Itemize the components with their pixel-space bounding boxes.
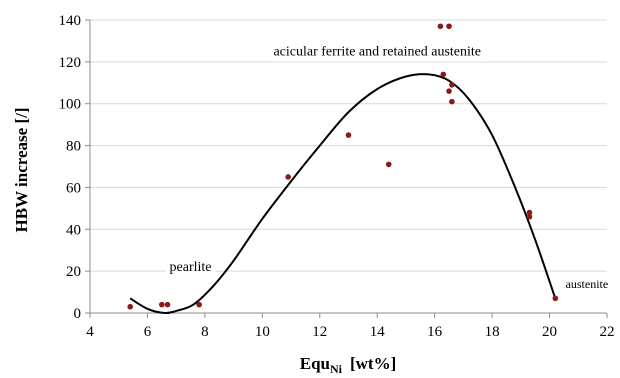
x-tick-label: 6: [144, 324, 152, 340]
data-point: [449, 82, 455, 88]
x-tick-label: 18: [485, 324, 500, 340]
annotations: acicular ferrite and retained austenite p…: [165, 42, 613, 293]
data-point: [526, 213, 533, 220]
annotation-background: [165, 258, 216, 278]
x-tick-label: 12: [312, 324, 327, 340]
x-tick-label: 16: [427, 324, 443, 340]
y-tick-labels: 0 20 40 60 80 100 120 140: [59, 13, 82, 322]
y-tick-label: 100: [59, 97, 82, 113]
x-tick-label: 8: [201, 324, 209, 340]
annotation-label: pearlite: [170, 260, 212, 275]
data-point: [526, 209, 533, 216]
data-point: [446, 88, 452, 94]
x-tick-label: 4: [86, 324, 94, 340]
annotation-background: [269, 42, 485, 62]
annotation-label: acicular ferrite and retained austenite: [273, 45, 481, 60]
data-point: [285, 174, 291, 180]
data-point: [385, 161, 392, 168]
x-axis-title-unit: [wt%]: [350, 354, 396, 373]
data-point: [446, 23, 452, 30]
trend-curve-layer: [129, 73, 557, 315]
axes: [85, 19, 608, 318]
data-point: [437, 23, 444, 30]
y-tick-label: 40: [66, 222, 81, 238]
x-axis-title: EquNi [wt%]: [300, 354, 397, 376]
data-point: [449, 98, 455, 105]
y-axis-title: HBW increase [/]: [12, 108, 31, 233]
x-tick-labels: 4 6 8 10 12 14 16 18 20 22: [86, 324, 614, 340]
trend-curve: [129, 73, 557, 315]
x-tick-label: 10: [255, 324, 270, 340]
data-point: [440, 71, 447, 78]
annotation-background: [561, 274, 613, 293]
annotation-label: austenite: [566, 277, 609, 291]
data-points: [127, 23, 559, 310]
x-axis-title-main: Equ: [300, 354, 330, 373]
y-tick-label: 140: [59, 13, 82, 29]
x-tick-label: 20: [542, 324, 557, 340]
data-point: [159, 301, 165, 308]
data-point: [345, 132, 352, 138]
y-tick-label: 20: [66, 264, 81, 280]
x-tick-label: 14: [370, 324, 386, 340]
data-point: [196, 301, 202, 308]
data-point: [164, 301, 171, 308]
data-point: [127, 303, 134, 310]
y-tick-label: 80: [66, 139, 81, 155]
x-axis-title-subscript: Ni: [330, 362, 343, 376]
x-tick-label: 22: [600, 324, 615, 340]
y-tick-label: 60: [66, 180, 81, 196]
y-tick-label: 0: [74, 306, 82, 322]
y-tick-label: 120: [59, 55, 82, 71]
data-point: [552, 295, 559, 302]
